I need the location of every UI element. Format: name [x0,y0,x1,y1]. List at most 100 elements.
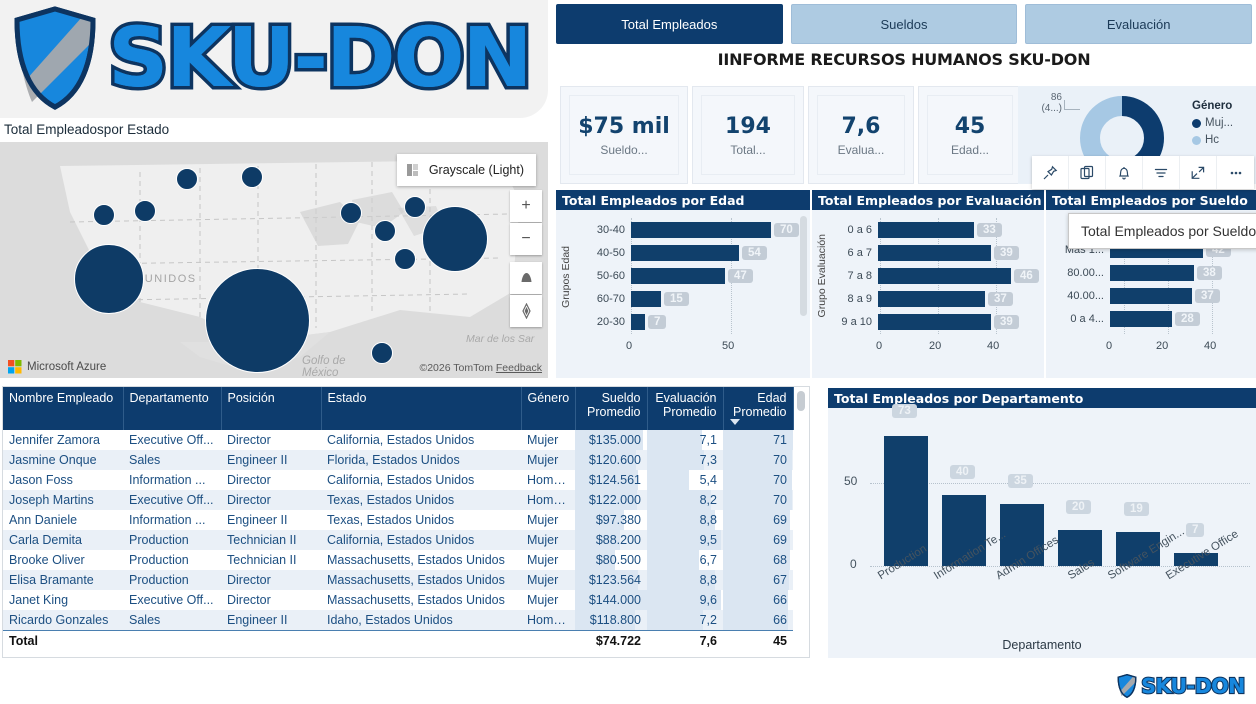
cell-departamento: Information ... [129,513,206,527]
column-bar[interactable] [1116,532,1160,566]
bar-row[interactable]: 8 a 9 37 [824,287,1040,310]
kpi-edad-value: 45 [954,113,986,139]
cell-evaluacion: 7,1 [647,430,723,450]
table-row[interactable]: Carla Demita Production Technician II Ca… [3,530,793,550]
column-bar[interactable] [1058,530,1102,566]
tab-evaluacion[interactable]: Evaluación [1025,4,1253,44]
table-row[interactable]: Jason Foss Information ... Director Cali… [3,470,793,490]
bar-row[interactable]: 40.00... 37 [1050,284,1252,307]
legend-item-hombre-label: Hc [1205,134,1220,146]
copy-icon[interactable] [1069,156,1106,189]
table-row[interactable]: Jennifer Zamora Executive Off... Directo… [3,430,793,450]
kpi-card-edad[interactable]: 45 Edad... [918,86,1022,184]
zoom-in-button[interactable]: + [510,190,542,222]
chart-scrollbar[interactable] [800,216,807,316]
table-row[interactable]: Jasmine Onque Sales Engineer II Florida,… [3,450,793,470]
table-row[interactable]: Brooke Oliver Production Technician II M… [3,550,793,570]
bar-row[interactable]: 20-30 7 [574,310,802,333]
focus-mode-icon[interactable] [1180,156,1217,189]
map-bubble[interactable] [241,166,263,188]
cell-evaluacion: 5,4 [647,470,723,490]
map-bubble[interactable] [394,248,416,270]
cell-nombre: Ann Daniele [9,513,78,527]
table-row[interactable]: Janet King Executive Off... Director Mas… [3,590,793,610]
table-row[interactable]: Ricardo Gonzales Sales Engineer II Idaho… [3,610,793,631]
column-bar[interactable] [884,436,928,566]
map-bubble[interactable] [134,200,156,222]
employees-by-state-map[interactable]: ESTADOS UNIDOS Golfo de México Mar de lo… [0,142,548,378]
table-scrollbar[interactable] [797,391,805,639]
filter-icon[interactable] [1143,156,1180,189]
chart-empleados-por-departamento[interactable]: Total Empleados por Departamento 50 0 73… [828,388,1256,658]
legend-item-hombre[interactable]: Hc [1192,134,1233,146]
zoom-out-button[interactable]: − [510,223,542,255]
col-estado[interactable]: Estado [321,387,522,430]
table-row[interactable]: Ann Daniele Information ... Engineer II … [3,510,793,530]
cell-nombre: Carla Demita [3,530,123,550]
bell-icon[interactable] [1106,156,1143,189]
map-bubble[interactable] [340,202,362,224]
table-row[interactable]: Elisa Bramante Production Director Massa… [3,570,793,590]
bar-row[interactable]: 30-40 70 [574,218,802,241]
cell-estado: Massachusetts, Estados Unidos [321,570,521,590]
chart-edad-title: Total Empleados por Edad [556,190,810,210]
employee-table-visual[interactable]: Nombre Empleado Departamento Posición Es… [2,386,810,658]
bar-row[interactable]: 60-70 15 [574,287,802,310]
col-edad-promedio[interactable]: Edad Promedio [723,387,794,430]
bar-row[interactable]: 50-60 47 [574,264,802,287]
azure-credit: Microsoft Azure [8,360,106,374]
dept-xaxis-title: Departamento [1002,638,1082,652]
legend-item-mujer[interactable]: Muj... [1192,117,1233,129]
map-bubble[interactable] [176,168,198,190]
bar-value-label: 33 [977,222,1002,237]
chart-empleados-por-evaluacion[interactable]: Total Empleados por Evaluación Grupo Eva… [812,190,1044,378]
column-bar[interactable] [942,495,986,566]
cell-genero: Mujer [527,593,559,607]
more-options-icon[interactable] [1217,156,1254,189]
col-nombre-empleado[interactable]: Nombre Empleado [3,387,124,430]
map-bubble[interactable] [404,196,426,218]
bar-row[interactable]: 80.00... 38 [1050,261,1252,284]
cell-departamento: Executive Off... [129,593,214,607]
map-bubble[interactable] [371,342,393,364]
map-bubble-large[interactable] [74,244,144,314]
tab-total-empleados[interactable]: Total Empleados [556,4,783,44]
col-posicion[interactable]: Posición [221,387,322,430]
bar-row[interactable]: 7 a 8 46 [824,264,1040,287]
map-bubble-large[interactable] [422,206,488,272]
map-bubble-large[interactable] [205,268,310,373]
cell-sueldo: $122.000 [575,490,647,510]
kpi-card-total[interactable]: 194 Total... [692,86,804,184]
kpi-card-sueldo[interactable]: $75 mil Sueldo... [560,86,688,184]
col-genero[interactable]: Género [521,387,576,430]
chart-empleados-por-edad[interactable]: Total Empleados por Edad Grupos Edad 30-… [556,190,810,378]
pin-icon[interactable] [1032,156,1069,189]
cell-sueldo: $118.800 [575,610,647,631]
bar-row[interactable]: 0 a 6 33 [824,218,1040,241]
legend-item-mujer-label: Muj... [1205,117,1234,129]
chart-edad-yaxis-title: Grupos Edad [560,246,572,308]
col-evaluacion-promedio[interactable]: Evaluación Promedio [647,387,724,430]
bar-value-label: 28 [1175,311,1200,326]
rotate-button[interactable] [510,295,542,327]
map-feedback-link[interactable]: Feedback [495,362,542,374]
kpi-card-evaluacion[interactable]: 7,6 Evalua... [808,86,914,184]
map-bubble[interactable] [93,204,115,226]
pitch-button[interactable] [510,262,542,294]
map-style-button[interactable]: Grayscale (Light) [396,154,536,186]
cell-edad: 71 [723,430,793,450]
svg-text:SKU-DON: SKU-DON [1141,674,1245,698]
col-sueldo-promedio[interactable]: Sueldo Promedio [575,387,648,430]
tab-sueldos[interactable]: Sueldos [790,4,1018,44]
bar-row[interactable]: 9 a 10 39 [824,310,1040,333]
bar-row[interactable]: 6 a 7 39 [824,241,1040,264]
map-bubble[interactable] [374,220,396,242]
bar-category-label: 20-30 [596,315,625,328]
col-departamento[interactable]: Departamento [123,387,222,430]
column-bar[interactable] [1000,504,1044,566]
bar-row[interactable]: 40-50 54 [574,241,802,264]
table-scrollbar-thumb[interactable] [797,391,805,411]
column-bar[interactable] [1174,553,1218,566]
bar-row[interactable]: 0 a 4... 28 [1050,307,1252,330]
table-row[interactable]: Joseph Martins Executive Off... Director… [3,490,793,510]
